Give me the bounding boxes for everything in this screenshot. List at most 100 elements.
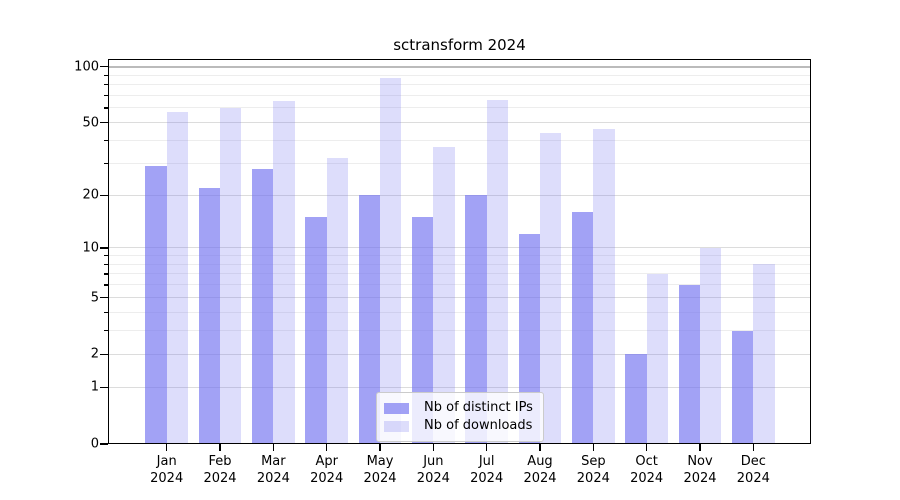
x-tick-label-feb: Feb 2024 xyxy=(203,454,237,486)
gridline-major-20 xyxy=(109,194,810,196)
gridline-minor-90 xyxy=(109,74,810,76)
bar-downloads-feb xyxy=(220,107,242,444)
x-tick-mark-jul xyxy=(486,444,488,451)
x-tick-mark-jun xyxy=(432,444,434,451)
x-tick-mark-feb xyxy=(219,444,221,451)
bar-downloads-may xyxy=(380,77,402,444)
y-tick-mark-0 xyxy=(100,443,108,445)
bar-downloads-mar xyxy=(273,101,295,444)
y-tick-label-2: 2 xyxy=(90,346,99,362)
bar-downloads-nov xyxy=(700,247,722,444)
y-tick-label-0: 0 xyxy=(90,436,99,452)
y-tick-label-50: 50 xyxy=(82,115,99,131)
bar-distinct-ips-apr xyxy=(305,217,327,444)
y-tick-minor-mark-30 xyxy=(104,162,108,164)
gridline-minor-6 xyxy=(109,284,810,286)
bar-distinct-ips-may xyxy=(358,195,381,444)
x-tick-mark-mar xyxy=(272,444,274,451)
x-tick-mark-jan xyxy=(166,444,168,451)
bar-downloads-jan xyxy=(166,112,188,444)
y-tick-label-1: 1 xyxy=(90,379,99,395)
bar-downloads-aug xyxy=(540,132,562,444)
x-tick-label-oct: Oct 2024 xyxy=(630,454,664,486)
gridline-minor-80 xyxy=(109,84,810,86)
gridline-major-5 xyxy=(109,297,810,299)
gridline-major-10 xyxy=(109,247,810,249)
y-tick-minor-mark-4 xyxy=(104,311,108,313)
x-tick-mark-sep xyxy=(592,444,594,451)
gridline-minor-8 xyxy=(109,263,810,265)
gridline-major-1 xyxy=(109,386,810,388)
y-tick-label-20: 20 xyxy=(82,187,99,203)
y-tick-minor-mark-80 xyxy=(104,84,108,86)
x-tick-label-dec: Dec 2024 xyxy=(736,454,770,486)
x-tick-label-jul: Jul 2024 xyxy=(470,454,504,486)
y-tick-mark-20 xyxy=(100,194,108,196)
bar-downloads-oct xyxy=(646,273,668,444)
bar-distinct-ips-jan xyxy=(145,165,167,444)
x-tick-mark-nov xyxy=(699,444,701,451)
gridline-minor-40 xyxy=(109,139,810,141)
y-tick-label-100: 100 xyxy=(74,59,99,75)
legend: Nb of distinct IPs Nb of downloads xyxy=(376,392,544,442)
y-tick-minor-mark-70 xyxy=(104,94,108,97)
x-tick-label-jun: Jun 2024 xyxy=(416,454,450,486)
gridline-major-100 xyxy=(109,65,810,68)
x-tick-label-may: May 2024 xyxy=(363,454,397,486)
gridline-minor-9 xyxy=(109,255,810,257)
x-tick-mark-may xyxy=(379,444,381,451)
bar-distinct-ips-feb xyxy=(198,187,221,444)
x-tick-label-apr: Apr 2024 xyxy=(310,454,344,486)
x-tick-mark-aug xyxy=(539,444,541,451)
gridline-minor-4 xyxy=(109,311,810,313)
y-tick-mark-2 xyxy=(100,353,108,355)
gridline-major-2 xyxy=(109,353,810,355)
legend-label-distinct-ips: Nb of distinct IPs xyxy=(424,400,533,415)
x-tick-mark-oct xyxy=(646,444,648,451)
y-tick-mark-50 xyxy=(100,121,108,124)
y-tick-minor-mark-6 xyxy=(104,284,108,286)
bar-distinct-ips-oct xyxy=(625,354,647,444)
bar-distinct-ips-mar xyxy=(252,168,274,444)
x-tick-label-mar: Mar 2024 xyxy=(256,454,290,486)
y-tick-label-10: 10 xyxy=(82,240,99,256)
gridline-major-50 xyxy=(109,122,810,124)
x-tick-mark-dec xyxy=(752,444,754,451)
x-tick-label-aug: Aug 2024 xyxy=(523,454,557,486)
y-tick-minor-mark-9 xyxy=(104,255,108,257)
gridline-minor-3 xyxy=(109,330,810,332)
bar-distinct-ips-nov xyxy=(678,284,700,444)
bar-distinct-ips-dec xyxy=(732,330,754,444)
bar-distinct-ips-jun xyxy=(412,217,434,444)
bar-distinct-ips-aug xyxy=(518,234,540,444)
bar-downloads-jun xyxy=(433,146,455,444)
y-tick-mark-1 xyxy=(100,386,108,388)
y-tick-minor-mark-60 xyxy=(104,107,108,109)
y-tick-minor-mark-7 xyxy=(104,273,108,275)
y-tick-mark-100 xyxy=(100,66,108,68)
y-tick-label-5: 5 xyxy=(90,290,99,306)
y-tick-minor-mark-90 xyxy=(104,74,108,76)
legend-swatch-downloads-icon xyxy=(384,420,409,432)
chart-title: sctransform 2024 xyxy=(393,36,526,54)
legend-row-downloads: Nb of downloads xyxy=(384,417,533,435)
gridline-minor-30 xyxy=(109,162,810,164)
y-tick-mark-5 xyxy=(100,296,108,299)
y-tick-mark-10 xyxy=(100,247,108,249)
y-tick-minor-mark-8 xyxy=(104,263,108,265)
bar-downloads-apr xyxy=(326,158,348,444)
x-tick-mark-apr xyxy=(326,444,328,451)
bar-downloads-sep xyxy=(593,129,615,444)
gridline-minor-60 xyxy=(109,107,810,109)
bar-downloads-dec xyxy=(753,264,775,444)
y-tick-minor-mark-3 xyxy=(104,330,108,332)
gridline-minor-70 xyxy=(109,95,810,96)
x-tick-label-sep: Sep 2024 xyxy=(576,454,610,486)
bar-downloads-jul xyxy=(486,100,508,444)
x-tick-label-nov: Nov 2024 xyxy=(683,454,717,486)
x-tick-label-jan: Jan 2024 xyxy=(150,454,184,486)
bar-distinct-ips-sep xyxy=(572,212,594,444)
legend-row-distinct-ips: Nb of distinct IPs xyxy=(384,399,533,417)
legend-label-downloads: Nb of downloads xyxy=(424,418,533,433)
